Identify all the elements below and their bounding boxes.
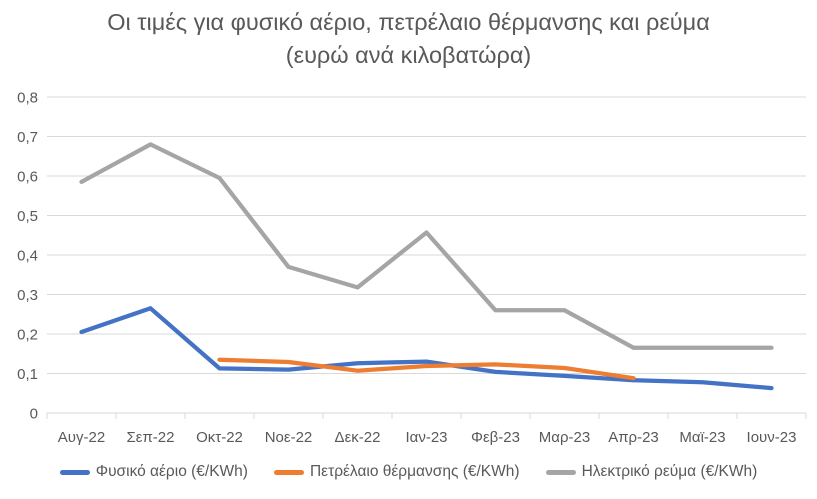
series-line-heating-oil <box>217 357 636 381</box>
y-tick-label: 0,1 <box>17 366 38 383</box>
y-tick-label: 0,8 <box>17 90 38 107</box>
x-tick-label: Αυγ-22 <box>58 429 105 446</box>
y-tick-label: 0,4 <box>17 248 38 265</box>
x-tick-label: Απρ-23 <box>608 429 659 446</box>
legend-marker-heating-oil-icon <box>273 469 304 475</box>
x-tick-label: Νοε-22 <box>265 429 313 446</box>
x-tick-label: Οκτ-22 <box>196 429 243 446</box>
legend-label-heating-oil: Πετρέλαιο θέρμανσης (€/KWh) <box>309 463 520 480</box>
legend-label-electricity: Ηλεκτρικό ρεύμα (€/KWh) <box>581 463 758 480</box>
chart-title: Οι τιμές για φυσικό αέριο, πετρέλαιο θέρ… <box>107 9 710 69</box>
x-tick-label: Μαϊ-23 <box>679 429 725 446</box>
x-tick-label: Σεπ-22 <box>127 429 175 446</box>
legend-marker-electricity-icon <box>545 469 576 475</box>
legend-label-natural-gas: Φυσικό αέριο (€/KWh) <box>95 463 248 480</box>
y-tick-label: 0,2 <box>17 327 38 344</box>
legend-item-natural-gas: Φυσικό αέριο (€/KWh) <box>59 463 248 481</box>
series-line-electricity <box>79 142 774 350</box>
x-tick-label: Ιαν-23 <box>405 429 447 446</box>
y-tick-label: 0,7 <box>17 129 38 146</box>
y-tick-label: 0 <box>30 406 38 423</box>
legend-item-electricity: Ηλεκτρικό ρεύμα (€/KWh) <box>545 463 758 481</box>
y-tick-label: 0,3 <box>17 287 38 304</box>
x-tick-label: Φεβ-23 <box>471 429 520 446</box>
x-tick-label: Μαρ-23 <box>539 429 590 446</box>
x-tick-label: Ιουν-23 <box>747 429 797 446</box>
x-tick-label: Δεκ-22 <box>335 429 381 446</box>
y-tick-label: 0,6 <box>17 169 38 186</box>
legend-item-heating-oil: Πετρέλαιο θέρμανσης (€/KWh) <box>273 463 520 481</box>
series-line-natural-gas <box>79 306 774 391</box>
legend-marker-natural-gas-icon <box>59 469 90 475</box>
y-tick-label: 0,5 <box>17 208 38 225</box>
chart-legend: Φυσικό αέριο (€/KWh) Πετρέλαιο θέρμανσης… <box>0 463 817 481</box>
